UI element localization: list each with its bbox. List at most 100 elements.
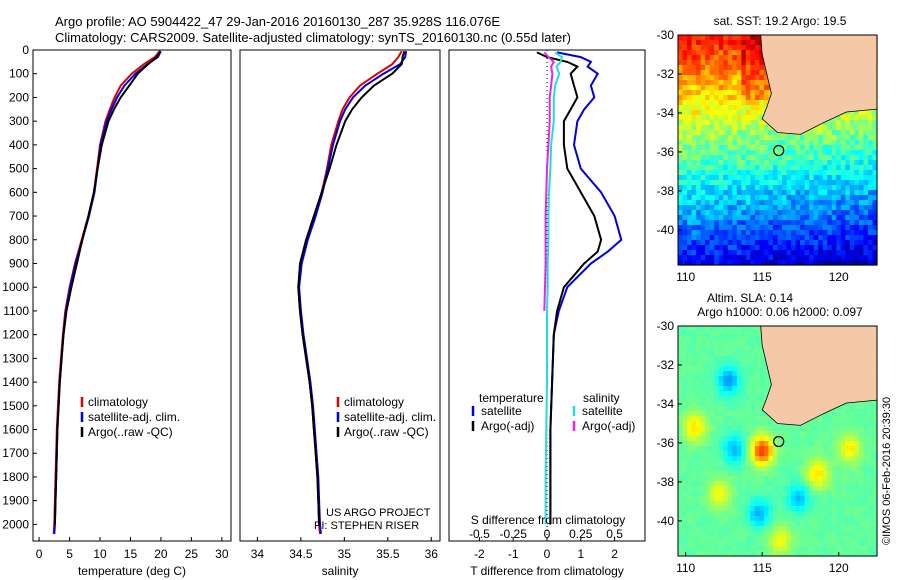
map-cell: [732, 150, 738, 156]
map-cell: [791, 175, 797, 181]
map-cell: [687, 140, 693, 146]
map-cell: [696, 215, 702, 221]
map-cell: [691, 250, 697, 256]
map-cell: [723, 341, 729, 347]
map-cell: [763, 521, 770, 527]
map-cell: [732, 371, 738, 377]
map-cell: [795, 431, 801, 437]
map-cell: [800, 506, 806, 512]
map-cell: [786, 225, 792, 231]
map-cell: [800, 531, 806, 537]
map-cell: [709, 506, 715, 512]
map-cell: [714, 391, 720, 397]
map-cell: [709, 60, 715, 66]
map-cell: [750, 125, 756, 131]
map-cell: [777, 431, 783, 437]
map-cell: [831, 200, 837, 206]
map-cell: [813, 521, 819, 527]
map-cell: [750, 396, 756, 402]
map-cell: [849, 115, 855, 121]
map-cell: [727, 140, 733, 146]
map-cell: [691, 431, 697, 437]
map-cell: [723, 451, 729, 457]
map-cell: [772, 551, 779, 557]
map-cell: [696, 90, 702, 96]
map-cell: [754, 245, 761, 251]
map-cell: [691, 115, 697, 121]
map-cell: [849, 180, 855, 186]
map-cell: [822, 481, 828, 487]
map-cell: [854, 511, 860, 517]
map-cell: [709, 190, 715, 196]
map-cell: [700, 396, 706, 402]
map-cell: [777, 446, 783, 452]
map-cell: [705, 215, 711, 221]
depth-tick-label: 100: [9, 67, 29, 81]
map-cell: [831, 536, 837, 542]
map-cell: [691, 456, 697, 462]
map-cell: [836, 140, 842, 146]
map-cell: [754, 205, 761, 211]
map-cell: [682, 551, 688, 557]
s-tick-label: 0.5: [606, 527, 623, 541]
map-cell: [732, 391, 738, 397]
map-cell: [732, 260, 738, 266]
map-cell: [741, 381, 747, 387]
map-cell: [768, 416, 774, 422]
map-cell: [777, 140, 783, 146]
map-cell: [849, 200, 855, 206]
map-cell: [714, 255, 720, 261]
depth-tick-label: 300: [9, 114, 29, 128]
map-cell: [858, 150, 865, 156]
map-cell: [732, 200, 738, 206]
map-cell: [727, 215, 733, 221]
map-cell: [786, 441, 792, 447]
map-cell: [822, 541, 828, 547]
map-cell: [854, 135, 860, 141]
map-cell: [818, 210, 824, 216]
map-cell: [727, 516, 733, 522]
map-cell: [791, 431, 797, 437]
map-cell: [809, 260, 815, 266]
map-cell: [804, 205, 810, 211]
map-cell: [777, 436, 783, 442]
map-cell: [854, 145, 860, 151]
map-cell: [705, 441, 711, 447]
map-cell: [714, 200, 720, 206]
map-cell: [858, 541, 865, 547]
map-cell: [714, 70, 720, 76]
map-cell: [809, 476, 815, 482]
map-cell: [696, 240, 702, 246]
map-cell: [691, 336, 697, 342]
map-cell: [858, 431, 865, 437]
map-cell: [791, 135, 797, 141]
map-cell: [709, 90, 715, 96]
map-cell: [795, 521, 801, 527]
map-cell: [763, 431, 770, 437]
map-cell: [840, 521, 846, 527]
map-cell: [727, 391, 733, 397]
map-cell: [754, 80, 761, 86]
map-cell: [836, 220, 842, 226]
map-cell: [727, 551, 733, 557]
map-cell: [741, 170, 747, 176]
map-cell: [682, 130, 688, 136]
map-cell: [750, 366, 756, 372]
map-cell: [831, 215, 837, 221]
map-cell: [727, 506, 733, 512]
map-cell: [849, 215, 855, 221]
map-cell: [750, 165, 756, 171]
map-cell: [691, 426, 697, 432]
map-cell: [718, 70, 724, 76]
map-cell: [754, 105, 761, 111]
map-cell: [858, 506, 865, 512]
map-cell: [718, 461, 724, 467]
map-cell: [732, 60, 738, 66]
map-cell: [818, 240, 824, 246]
map-cell: [682, 381, 688, 387]
map-cell: [687, 551, 693, 557]
map-cell: [845, 135, 851, 141]
map-cell: [759, 115, 765, 121]
map-cell: [867, 200, 874, 206]
map-cell: [750, 120, 756, 126]
